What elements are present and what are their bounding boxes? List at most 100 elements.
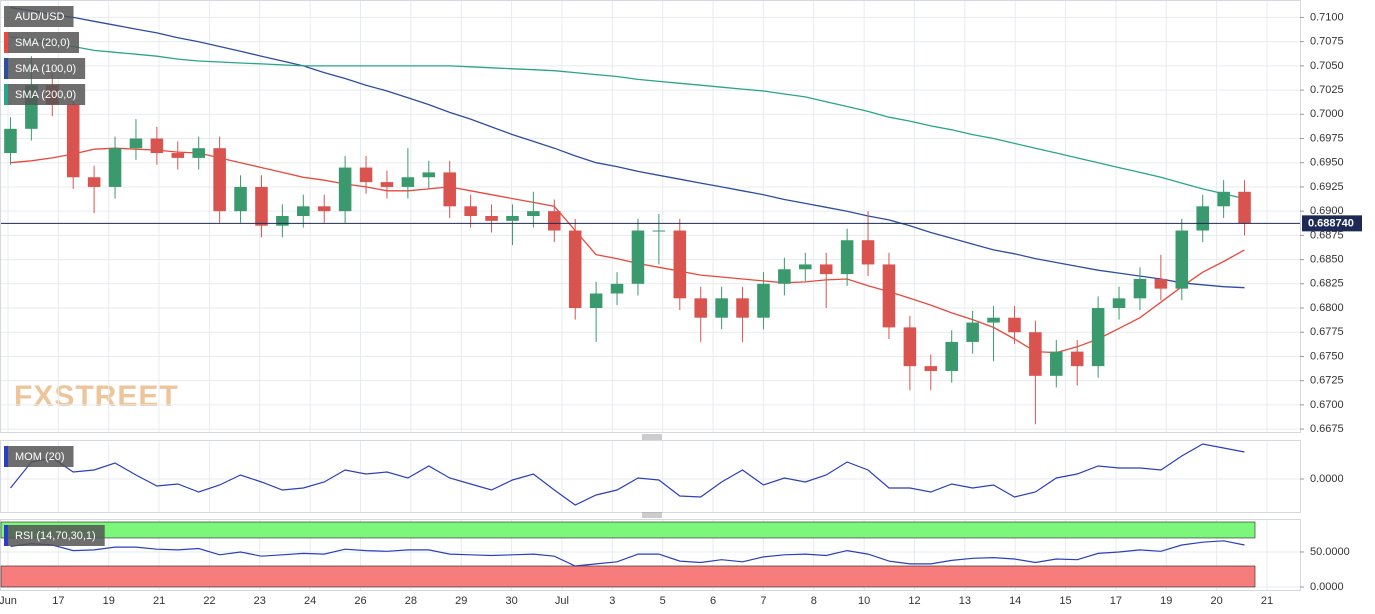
y-tick-label: 0.7050	[1310, 60, 1344, 72]
legend-box	[4, 446, 74, 467]
x-tick-label: 13	[959, 595, 971, 607]
candle-body	[359, 167, 373, 183]
oversold-zone	[0, 565, 1256, 588]
y-tick-label: 0.7075	[1310, 36, 1344, 48]
candle-body	[192, 148, 205, 158]
legend-entry: AUD/USD	[4, 6, 74, 27]
legend-swatch	[4, 84, 8, 105]
y-tick-label: 0.6700	[1310, 399, 1344, 411]
y-tick-label: 0.0000	[1310, 473, 1344, 485]
legend-entry: SMA (100,0)	[4, 58, 86, 79]
candle-body	[87, 177, 101, 187]
indicator-line	[10, 443, 1245, 506]
x-tick-label: 7	[760, 595, 766, 607]
legend-swatch	[4, 58, 8, 79]
candle-body	[338, 167, 352, 212]
candle-body	[276, 216, 289, 226]
x-tick-label: 5	[660, 595, 666, 607]
rsi-panel	[0, 519, 1301, 591]
legend-entry: SMA (20,0)	[4, 32, 80, 53]
y-tick-label: 0.6825	[1310, 278, 1344, 290]
candle-body	[840, 240, 854, 275]
x-tick-label: 29	[455, 595, 467, 607]
legend-label: SMA (20,0)	[15, 37, 70, 49]
x-tick-label: 22	[203, 595, 215, 607]
candle-body	[150, 138, 164, 154]
y-tick-label: 0.6875	[1310, 229, 1344, 241]
candle-body	[527, 211, 540, 216]
candle-body	[1112, 298, 1126, 309]
y-tick-label: 0.7100	[1310, 11, 1344, 23]
legend-swatch	[4, 446, 8, 467]
candle-body	[736, 298, 749, 318]
candle-body	[1029, 332, 1042, 376]
candle-body	[715, 298, 728, 318]
candle-body	[1008, 317, 1021, 333]
y-tick-label: 0.0000	[1310, 581, 1344, 593]
sma-line	[10, 147, 1245, 354]
candle-body	[1091, 308, 1105, 367]
candle-body	[485, 216, 498, 221]
candle-body	[66, 104, 80, 178]
indicator-line	[10, 540, 1245, 567]
watermark: FXSTREET	[14, 380, 179, 413]
x-tick-label: 24	[304, 595, 316, 607]
y-tick-label: 0.6950	[1310, 157, 1344, 169]
y-tick-label: 0.7025	[1310, 84, 1344, 96]
legend-swatch	[4, 32, 8, 53]
x-tick-label: 17	[52, 595, 64, 607]
candle-body	[757, 283, 770, 318]
candle-body	[799, 264, 812, 270]
y-tick-label: 0.7000	[1310, 108, 1344, 120]
candle-body	[108, 148, 122, 187]
candle-body	[129, 138, 143, 149]
candle-body	[1133, 278, 1147, 299]
candle-body	[694, 298, 707, 318]
candle-body	[4, 128, 17, 154]
legend-box	[4, 58, 86, 79]
panel-handle[interactable]	[642, 434, 662, 518]
candle-body	[987, 317, 1000, 323]
x-tick-label: 14	[1009, 595, 1021, 607]
legend-label: SMA (100,0)	[15, 63, 76, 75]
candle-body	[861, 240, 875, 265]
candle-body	[255, 186, 268, 226]
candle-body	[234, 186, 247, 212]
candle-body	[1175, 230, 1189, 289]
x-tick-label: 17	[1110, 595, 1122, 607]
x-tick-label: 28	[405, 595, 417, 607]
y-tick-label: 0.6900	[1310, 205, 1344, 217]
y-tick-label: 50.0000	[1310, 546, 1350, 558]
x-tick-label: 23	[254, 595, 266, 607]
x-tick-label: 3	[609, 595, 615, 607]
y-tick-label: 0.6725	[1310, 375, 1344, 387]
x-tick-label: 20	[1211, 595, 1223, 607]
legend-label: RSI (14,70,30,1)	[15, 530, 96, 542]
candle-body	[464, 206, 477, 216]
legend-label: AUD/USD	[15, 11, 65, 23]
candle-body	[1196, 206, 1209, 231]
candle-body	[1050, 351, 1063, 376]
candle-body	[1070, 351, 1084, 367]
candle-body	[631, 230, 645, 284]
candle-body	[548, 211, 561, 231]
x-tick-label: 19	[103, 595, 115, 607]
candle-body	[1217, 191, 1230, 207]
candle-body	[819, 264, 833, 275]
legend-label: SMA (200,0)	[15, 89, 76, 101]
candle-body	[589, 293, 603, 309]
main-panel	[0, 0, 1301, 433]
candle-body	[882, 264, 896, 328]
candle-body	[1238, 191, 1251, 224]
x-tick-label: 19	[1160, 595, 1172, 607]
candle-body	[443, 172, 456, 207]
candle-body	[1154, 278, 1168, 289]
x-tick-label: 10	[858, 595, 870, 607]
legend-label: MOM (20)	[15, 451, 65, 463]
legend-entry: SMA (200,0)	[4, 84, 86, 105]
x-tick-label: 12	[908, 595, 920, 607]
candle-body	[966, 322, 979, 342]
candle-body	[903, 327, 917, 367]
x-tick-label: 26	[354, 595, 366, 607]
